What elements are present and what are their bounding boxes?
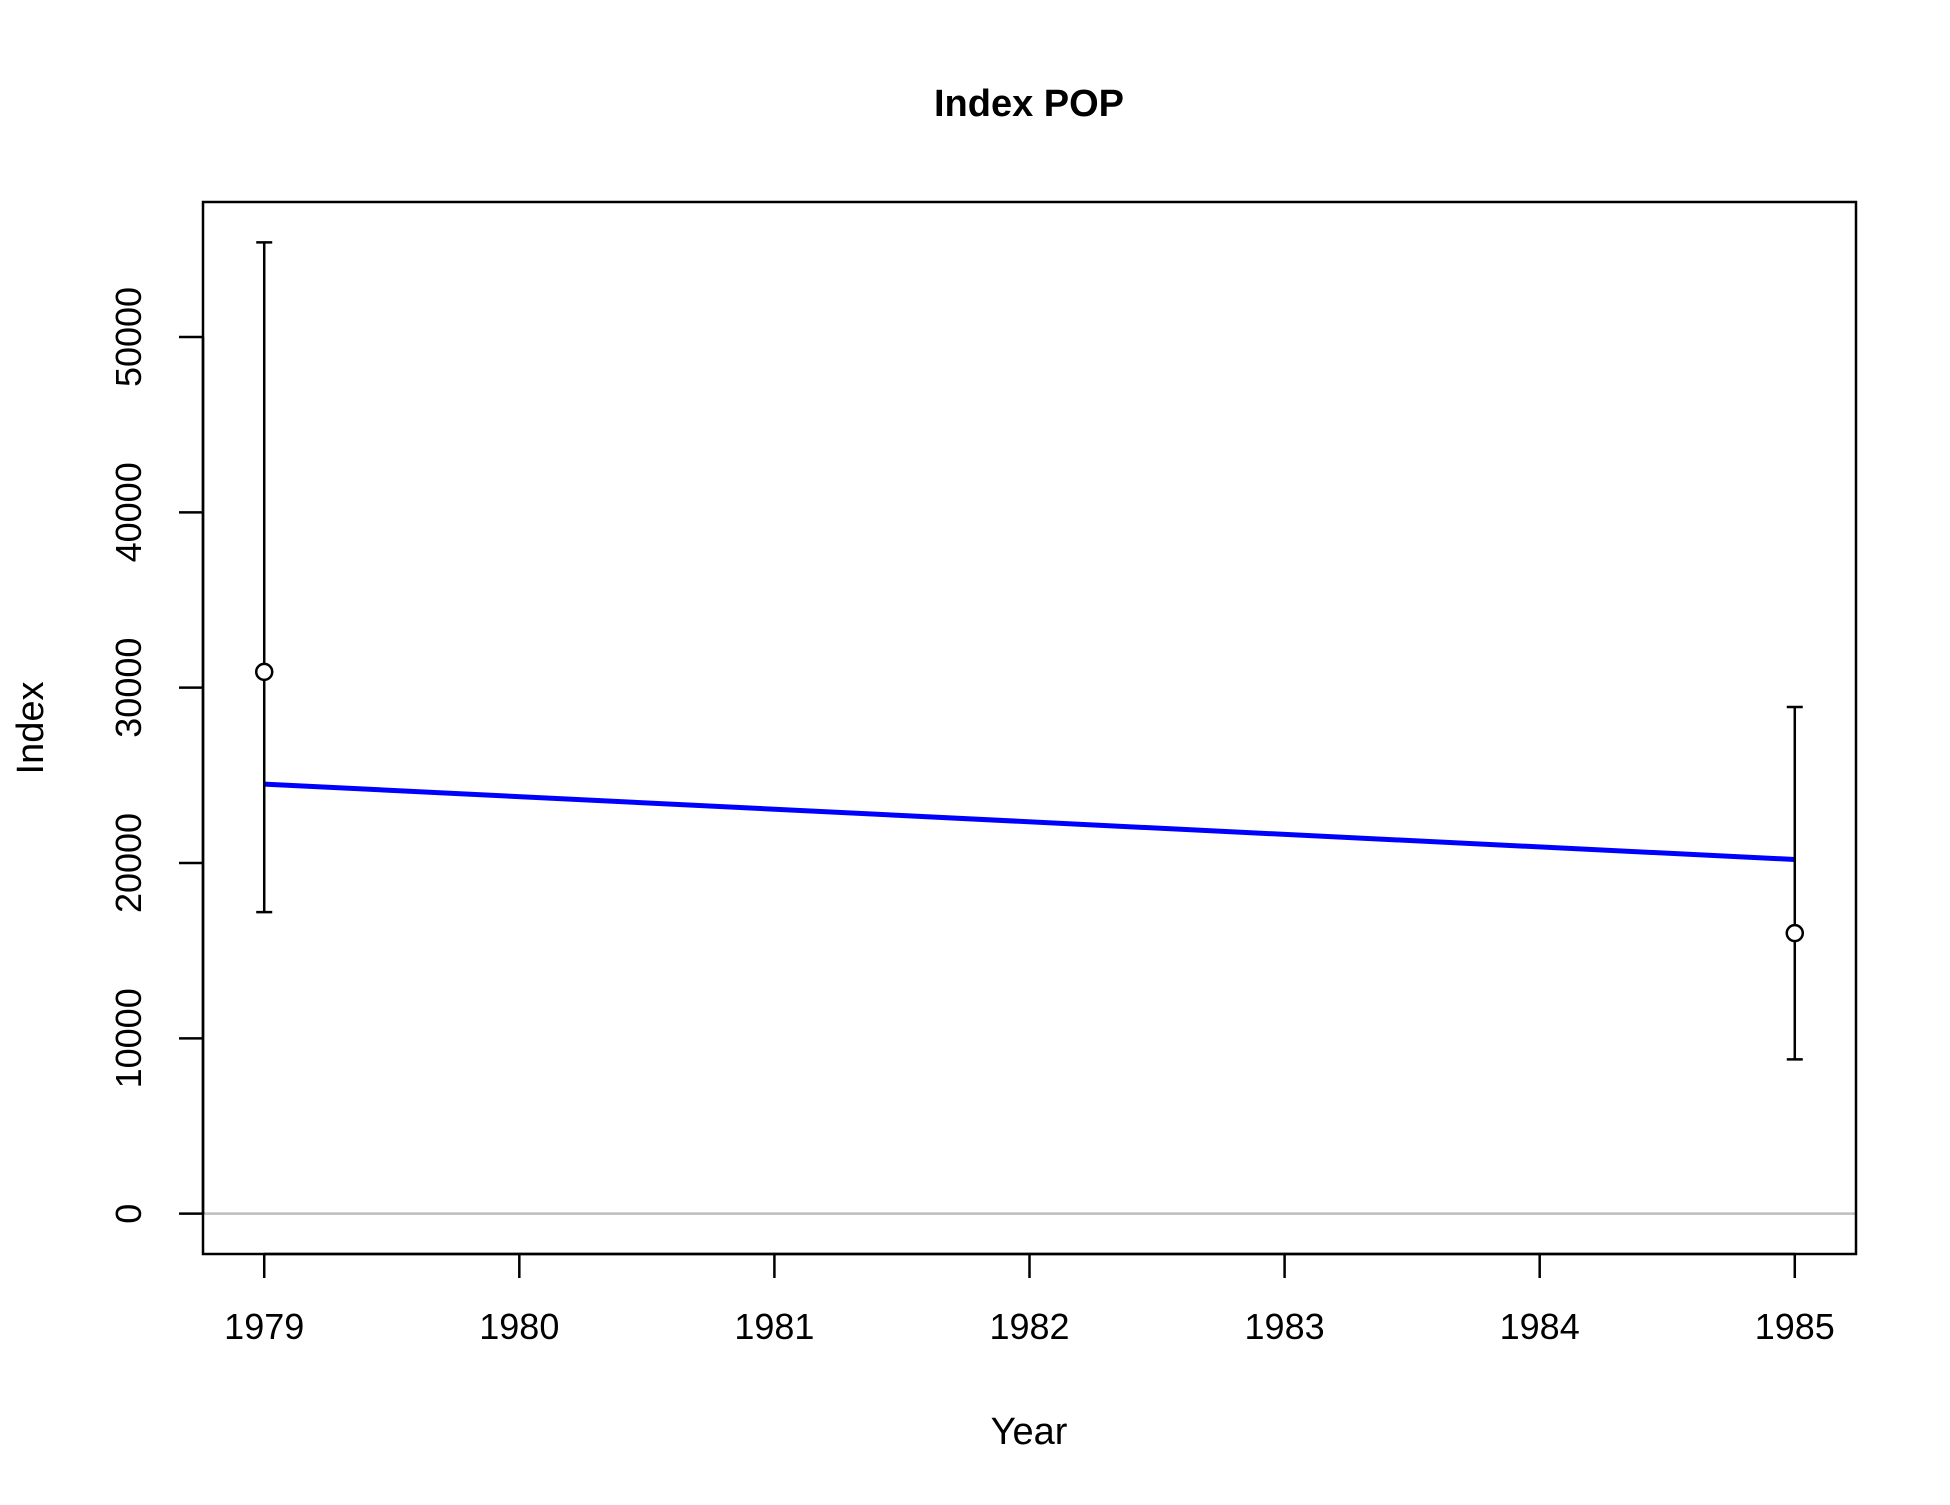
y-tick-label: 20000 [108, 813, 149, 913]
y-tick-label: 0 [108, 1204, 149, 1224]
plot-area [203, 241, 1856, 1215]
x-tick-label: 1984 [1500, 1306, 1580, 1347]
y-tick-label: 10000 [108, 988, 149, 1088]
x-tick-label: 1983 [1245, 1306, 1325, 1347]
x-tick-label: 1979 [224, 1306, 304, 1347]
chart-title: Index POP [934, 83, 1124, 125]
x-tick-label: 1985 [1755, 1306, 1835, 1347]
y-tick-label: 50000 [108, 287, 149, 387]
x-tick-label: 1980 [479, 1306, 559, 1347]
x-tick-label: 1981 [734, 1306, 814, 1347]
trend-line [264, 781, 1795, 862]
y-tick-label: 40000 [108, 462, 149, 562]
data-point [1785, 923, 1805, 943]
x-tick-label: 1982 [989, 1306, 1069, 1347]
y-tick-label: 30000 [108, 638, 149, 738]
y-axis-title: Index [10, 682, 52, 775]
x-axis-title: Year [991, 1411, 1068, 1453]
x-axis: 1979 1980 1981 1982 1983 1984 1985 [224, 1252, 1835, 1347]
data-point [254, 662, 274, 682]
y-axis: 0 10000 20000 30000 40000 50000 [108, 287, 205, 1224]
